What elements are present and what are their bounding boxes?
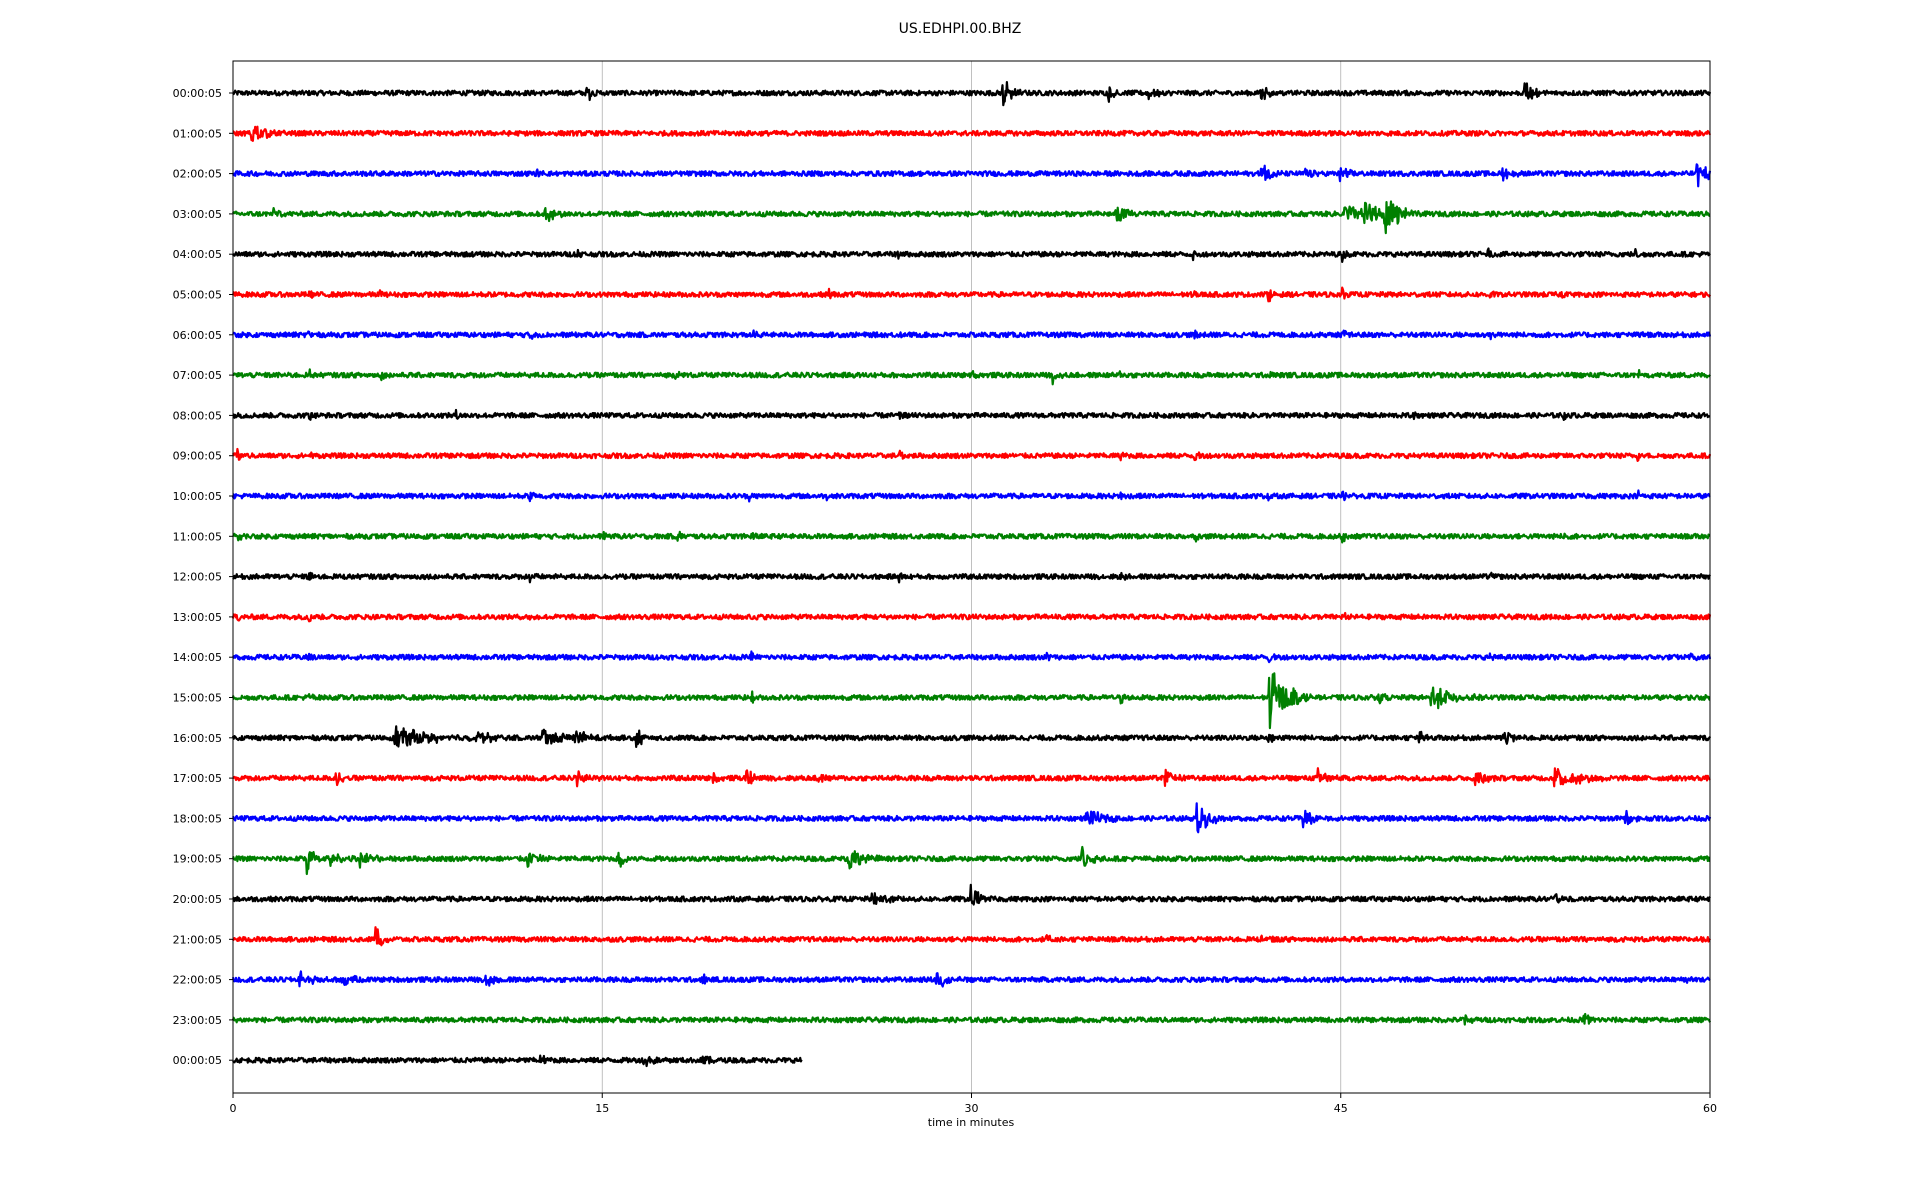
trace-line xyxy=(232,125,1712,142)
trace-line xyxy=(232,530,1711,544)
trace-line xyxy=(232,408,1711,421)
trace-time-label: 03:00:05 xyxy=(173,208,222,221)
trace-line xyxy=(231,845,1711,876)
trace-line xyxy=(231,725,1712,748)
trace-line xyxy=(231,970,1711,988)
trace-time-label: 00:00:05 xyxy=(173,87,222,100)
trace-time-label: 02:00:05 xyxy=(173,168,222,181)
trace-time-label: 10:00:05 xyxy=(173,490,222,503)
trace-time-label: 16:00:05 xyxy=(173,732,222,745)
trace-line xyxy=(231,1012,1712,1026)
trace-line xyxy=(231,672,1711,730)
trace-line xyxy=(232,883,1711,906)
trace-time-label: 00:00:05 xyxy=(173,1054,222,1067)
trace-time-label: 13:00:05 xyxy=(173,611,222,624)
trace-line xyxy=(232,247,1711,263)
trace-time-label: 22:00:05 xyxy=(173,974,222,987)
y-tick-labels: 00:00:05 01:00:05 02:00:05 03:00:05 04:00:05… xyxy=(173,87,233,1067)
x-tick-label: 30 xyxy=(965,1102,979,1115)
trace-time-label: 11:00:05 xyxy=(173,530,222,543)
trace-time-label: 06:00:05 xyxy=(173,329,222,342)
trace-line xyxy=(232,571,1711,584)
plot-frame xyxy=(232,60,1711,1094)
trace-line xyxy=(232,368,1711,386)
trace-time-label: 21:00:05 xyxy=(173,933,222,946)
trace-line xyxy=(232,329,1712,341)
trace-time-label: 12:00:05 xyxy=(173,571,222,584)
trace-line xyxy=(232,163,1712,188)
trace-time-label: 18:00:05 xyxy=(173,812,222,825)
trace-layer xyxy=(231,81,1712,1068)
trace-line xyxy=(232,767,1711,788)
trace-line xyxy=(231,81,1712,107)
trace-line xyxy=(232,1054,803,1068)
x-tick-label: 60 xyxy=(1703,1102,1717,1115)
trace-time-label: 04:00:05 xyxy=(173,248,222,261)
trace-time-label: 07:00:05 xyxy=(173,369,222,382)
trace-line xyxy=(231,286,1712,303)
x-tick-label: 15 xyxy=(595,1102,609,1115)
trace-time-label: 23:00:05 xyxy=(173,1014,222,1027)
x-axis: 0 15 30 45 60 xyxy=(230,1093,1717,1115)
trace-time-label: 14:00:05 xyxy=(173,651,222,664)
trace-time-label: 01:00:05 xyxy=(173,127,222,140)
trace-time-label: 17:00:05 xyxy=(173,772,222,785)
trace-line xyxy=(232,926,1711,947)
trace-line xyxy=(231,611,1712,623)
trace-line xyxy=(231,650,1712,664)
trace-line xyxy=(231,489,1711,503)
trace-time-label: 08:00:05 xyxy=(173,409,222,422)
trace-line xyxy=(232,200,1711,235)
trace-time-label: 20:00:05 xyxy=(173,893,222,906)
x-axis-title: time in minutes xyxy=(928,1116,1015,1129)
trace-time-label: 05:00:05 xyxy=(173,289,222,302)
trace-line xyxy=(231,447,1712,462)
x-tick-label: 0 xyxy=(230,1102,237,1115)
trace-time-label: 19:00:05 xyxy=(173,853,222,866)
trace-time-label: 15:00:05 xyxy=(173,692,222,705)
trace-time-label: 09:00:05 xyxy=(173,450,222,463)
x-tick-label: 45 xyxy=(1334,1102,1348,1115)
trace-line xyxy=(232,802,1712,834)
chart-title: US.EDHPI.00.BHZ xyxy=(898,21,1022,37)
